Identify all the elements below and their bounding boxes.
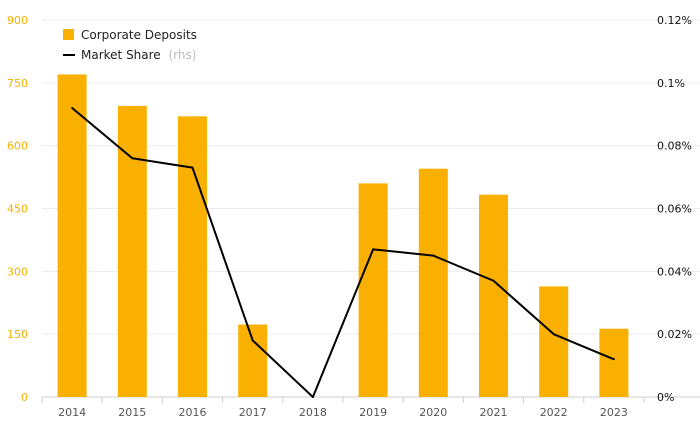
y-tick-right-label: 0.12% [657,14,692,27]
y-tick-left-label: 300 [7,265,28,278]
point-2018 [311,396,314,398]
point-2021 [492,279,495,282]
x-tick-label: 2021 [480,406,508,419]
legend-label-market-share: Market Share (rhs) [81,48,196,62]
legend-label-corporate-deposits: Corporate Deposits [81,28,197,42]
y-tick-right-label: 0.04% [657,265,692,278]
point-2014 [71,106,74,109]
bar-2014 [57,74,87,397]
y-tick-right-label: 0.02% [657,328,692,341]
y-tick-right-label: 0.06% [657,203,692,216]
x-axis: 2014 2015 2016 2017 2018 2019 2020 2021 2022 2023 [41,397,645,419]
y-axis-right: 0% 0.02% 0.04% 0.06% 0.08% 0.1% 0.12% [657,14,692,404]
legend-swatch-corporate-deposits [63,29,74,40]
y-tick-left-label: 750 [7,77,28,90]
y-tick-right-label: 0% [657,391,674,404]
x-tick-label: 2015 [118,406,146,419]
y-axis-left: 0 150 300 450 600 750 900 [7,14,28,404]
y-tick-left-label: 600 [7,140,28,153]
bar-2021 [479,194,508,397]
bar-2019 [358,183,388,397]
bar-2016 [178,116,207,397]
y-tick-left-label: 0 [21,391,28,404]
x-tick-label: 2023 [600,406,628,419]
market-share-line [71,107,615,398]
legend-label-market-share-text: Market Share [81,48,161,62]
x-tick-label: 2017 [239,406,267,419]
bar-2017 [238,324,268,397]
y-tick-right-label: 0.1% [657,77,685,90]
bar-2023 [599,328,629,397]
x-tick-label: 2020 [419,406,447,419]
bar-2022 [539,286,569,397]
bar-2015 [117,105,147,397]
y-tick-left-label: 150 [7,328,28,341]
x-tick-label: 2014 [58,406,86,419]
x-tick-label: 2022 [540,406,568,419]
y-tick-left-label: 450 [7,203,28,216]
bar-series-corporate-deposits [57,74,629,397]
point-2019 [372,248,375,251]
x-tick-label: 2016 [179,406,207,419]
legend: Corporate Deposits Market Share (rhs) [63,28,197,62]
y-tick-left-label: 900 [7,14,28,27]
point-2017 [251,339,254,342]
line-series-market-share [71,106,615,398]
point-2020 [432,254,435,257]
point-2022 [552,333,555,336]
point-2015 [131,157,134,160]
x-tick-label: 2019 [359,406,387,419]
bar-2020 [418,168,448,397]
x-tick-label: 2018 [299,406,327,419]
point-2023 [612,358,615,361]
y-tick-right-label: 0.08% [657,140,692,153]
point-2016 [191,166,194,169]
legend-label-rhs-suffix: (rhs) [169,48,197,62]
